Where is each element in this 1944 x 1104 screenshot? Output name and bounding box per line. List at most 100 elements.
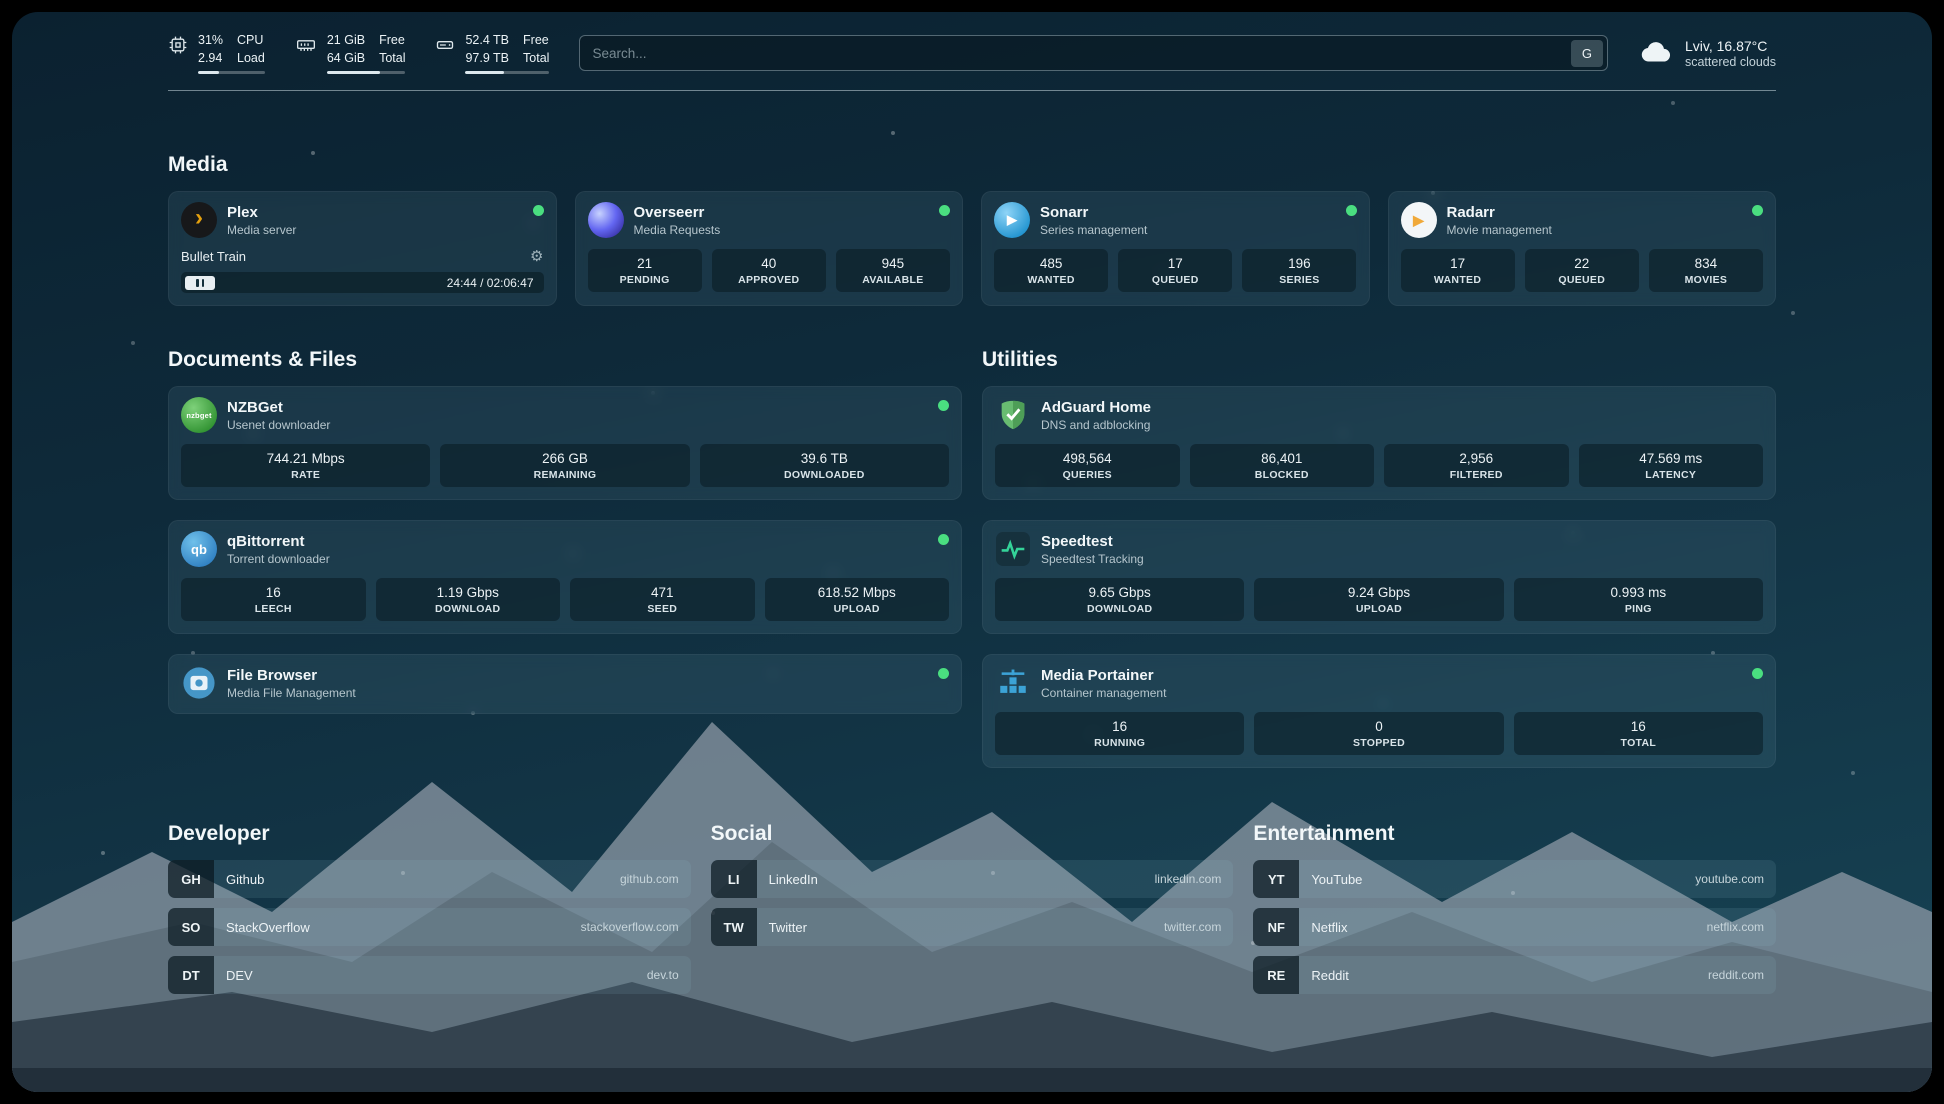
topbar-divider <box>168 90 1776 91</box>
service-card-portainer[interactable]: Media Portainer Container management 16 … <box>982 654 1776 768</box>
stat-stopped: 0 STOPPED <box>1254 712 1504 755</box>
cloud-icon <box>1638 36 1674 71</box>
service-description: Speedtest Tracking <box>1041 551 1144 566</box>
service-card-speedtest[interactable]: Speedtest Speedtest Tracking 9.65 Gbps D… <box>982 520 1776 634</box>
stat-rate: 744.21 Mbps RATE <box>181 444 431 487</box>
service-name: Radarr <box>1446 203 1495 221</box>
section-title-social: Social <box>710 822 773 845</box>
filebrowser-icon <box>181 665 217 701</box>
bookmark-linkedin[interactable]: LI LinkedIn linkedin.com <box>710 860 1234 898</box>
service-card-sonarr[interactable]: ▶ Sonarr Series management 485 WANTED <box>981 191 1370 306</box>
section-title-developer: Developer <box>168 822 270 845</box>
pause-icon[interactable] <box>185 275 215 290</box>
bookmark-url: dev.to <box>646 968 679 982</box>
adguard-shield-icon <box>995 397 1031 433</box>
bookmark-dev[interactable]: DT DEV dev.to <box>168 956 691 994</box>
disk-progress-fill <box>465 71 505 74</box>
cpu-load-label: Load <box>237 50 265 65</box>
top-bar: 31% 2.94 CPU Load <box>168 12 1776 74</box>
resource-widgets: 31% 2.94 CPU Load <box>168 32 550 74</box>
sonarr-icon: ▶ <box>994 202 1030 238</box>
speedtest-icon <box>995 531 1031 567</box>
snow-speckles <box>12 12 14 14</box>
status-dot <box>939 205 950 216</box>
service-description: Movie management <box>1446 222 1552 237</box>
memory-progress-track <box>326 71 406 74</box>
cpu-chip-icon <box>168 35 188 60</box>
stat-movies: 834 MOVIES <box>1648 249 1763 292</box>
stat-upload: 9.24 Gbps UPLOAD <box>1254 578 1504 621</box>
bookmark-name: Reddit <box>1311 967 1349 983</box>
memory-widget: 21 GiB 64 GiB Free Total <box>295 32 406 74</box>
stat-leech: 16 LEECH <box>181 578 366 621</box>
bookmark-abbr: LI <box>710 860 757 898</box>
disk-total-value: 97.9 TB <box>465 50 510 65</box>
bookmark-reddit[interactable]: RE Reddit reddit.com <box>1253 956 1776 994</box>
bookmark-url: linkedin.com <box>1154 872 1222 886</box>
stat-running: 16 RUNNING <box>995 712 1245 755</box>
bookmark-name: Twitter <box>768 919 807 935</box>
bookmark-name: YouTube <box>1311 871 1363 887</box>
disk-total-label: Total <box>523 50 550 65</box>
status-dot <box>1752 205 1763 216</box>
bookmark-name: DEV <box>226 967 253 983</box>
memory-total-label: Total <box>379 50 406 65</box>
status-dot <box>938 668 949 679</box>
service-description: Media File Management <box>227 685 356 700</box>
service-description: Usenet downloader <box>227 417 331 432</box>
stat-latency: 47.569 ms LATENCY <box>1578 444 1763 487</box>
stat-wanted: 485 WANTED <box>994 249 1109 292</box>
stat-queued: 22 QUEUED <box>1524 249 1639 292</box>
service-card-overseerr[interactable]: Overseerr Media Requests 21 PENDING 40 A… <box>574 191 963 306</box>
bookmark-group-social: Social LI LinkedIn linkedin.com TW Twitt… <box>710 822 1234 1004</box>
bookmark-abbr: TW <box>710 908 757 946</box>
stat-approved: 40 APPROVED <box>711 249 826 292</box>
cpu-progress-fill <box>198 71 219 74</box>
service-description: Torrent downloader <box>227 551 330 566</box>
stat-download: 9.65 Gbps DOWNLOAD <box>995 578 1245 621</box>
service-card-nzbget[interactable]: nzbget NZBGet Usenet downloader 744.21 M… <box>168 386 962 500</box>
stat-seed: 471 SEED <box>570 578 755 621</box>
service-description: DNS and adblocking <box>1041 417 1151 432</box>
service-name: qBittorrent <box>227 532 305 550</box>
bookmark-group-developer: Developer GH Github github.com SO StackO… <box>168 822 691 1004</box>
cpu-progress-track <box>198 71 265 74</box>
status-dot <box>1345 205 1357 216</box>
service-card-qbittorrent[interactable]: qb qBittorrent Torrent downloader 16 LEE… <box>168 520 962 634</box>
status-dot <box>938 400 949 411</box>
service-card-plex[interactable]: › Plex Media server Bullet Train ⚙ 24:44 <box>168 191 557 306</box>
bookmark-url: stackoverflow.com <box>580 920 679 934</box>
service-name: AdGuard Home <box>1041 398 1152 416</box>
section-title-entertainment: Entertainment <box>1253 822 1395 845</box>
stat-remaining: 266 GB REMAINING <box>440 444 690 487</box>
bookmark-url: netflix.com <box>1706 920 1764 934</box>
cpu-widget: 31% 2.94 CPU Load <box>168 32 265 74</box>
radarr-icon: ▶ <box>1400 202 1437 238</box>
dashboard-window: 31% 2.94 CPU Load <box>12 12 1932 1092</box>
settings-gear-icon[interactable]: ⚙ <box>530 248 544 265</box>
service-card-adguard[interactable]: AdGuard Home DNS and adblocking 498,564 … <box>982 386 1776 500</box>
search-input[interactable] <box>592 45 1571 61</box>
stat-blocked: 86,401 BLOCKED <box>1189 444 1374 487</box>
bookmark-youtube[interactable]: YT YouTube youtube.com <box>1253 860 1776 898</box>
search-provider-button[interactable]: G <box>1570 39 1603 67</box>
bookmark-stackoverflow[interactable]: SO StackOverflow stackoverflow.com <box>168 908 691 946</box>
status-dot <box>532 205 544 216</box>
bookmark-abbr: DT <box>168 956 214 994</box>
memory-progress-fill <box>326 71 380 74</box>
now-playing-progress-bar[interactable]: 24:44 / 02:06:47 <box>181 272 544 293</box>
service-card-radarr[interactable]: ▶ Radarr Movie management 17 WANTED <box>1387 191 1776 306</box>
service-description: Series management <box>1040 222 1148 237</box>
bookmark-twitter[interactable]: TW Twitter twitter.com <box>710 908 1234 946</box>
nzbget-icon: nzbget <box>181 397 217 433</box>
service-name: Sonarr <box>1040 203 1089 221</box>
bookmark-netflix[interactable]: NF Netflix netflix.com <box>1253 908 1776 946</box>
bookmark-name: LinkedIn <box>768 871 818 887</box>
cpu-usage-value: 31% <box>198 33 224 47</box>
mountain-background <box>12 722 1932 1092</box>
bookmark-name: Github <box>226 871 265 887</box>
bookmark-github[interactable]: GH Github github.com <box>168 860 691 898</box>
stat-filtered: 2,956 FILTERED <box>1384 444 1569 487</box>
section-media: Media › Plex Media server Bullet Train <box>168 153 1776 306</box>
service-card-filebrowser[interactable]: File Browser Media File Management <box>168 654 962 714</box>
